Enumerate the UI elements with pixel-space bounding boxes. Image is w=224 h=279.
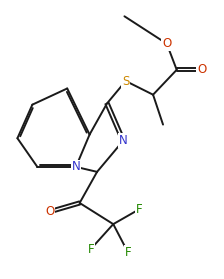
Text: S: S — [122, 74, 129, 88]
Text: N: N — [119, 134, 128, 147]
Text: O: O — [45, 205, 54, 218]
Text: O: O — [162, 37, 171, 50]
Text: F: F — [125, 246, 131, 259]
Text: F: F — [136, 203, 143, 216]
Text: N: N — [71, 160, 80, 173]
Text: O: O — [197, 63, 206, 76]
Text: F: F — [88, 242, 94, 256]
